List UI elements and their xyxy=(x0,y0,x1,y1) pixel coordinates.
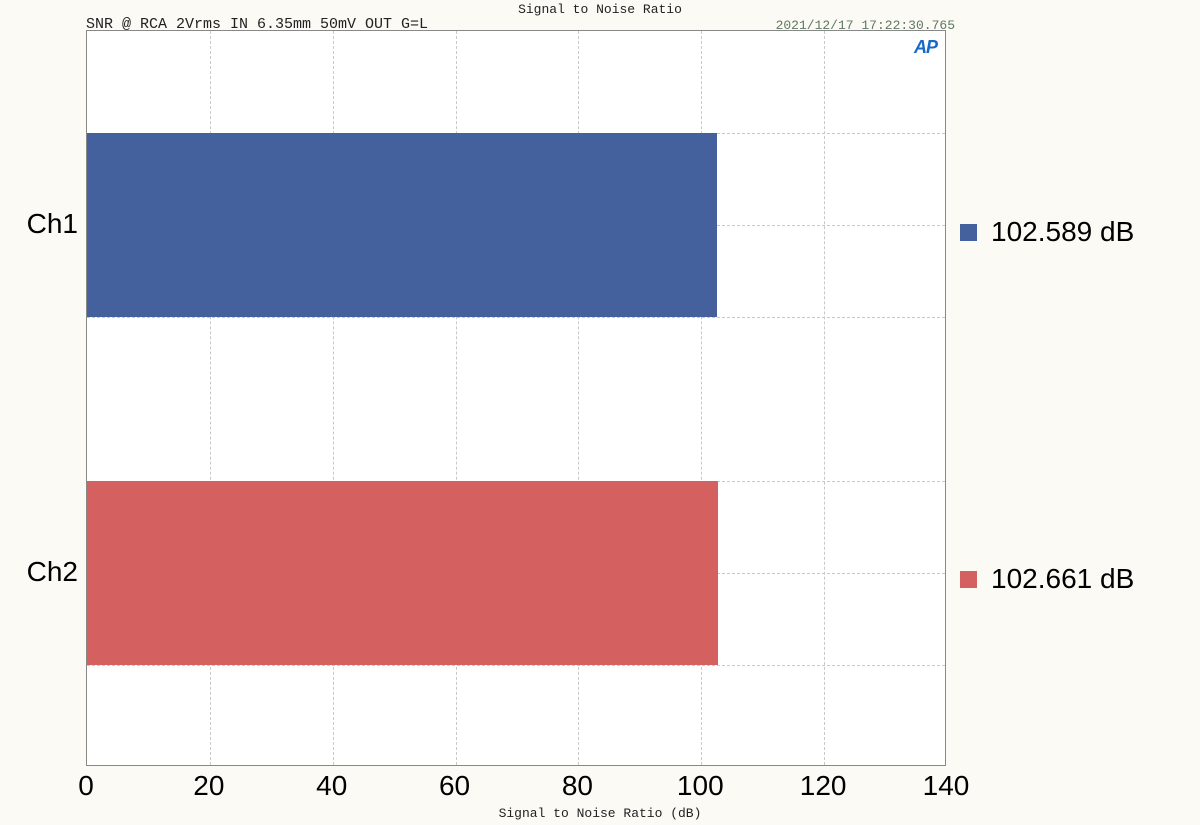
chart-frame: Signal to Noise Ratio SNR @ RCA 2Vrms IN… xyxy=(0,0,1200,825)
bar-ch1 xyxy=(87,133,717,317)
brand-logo-icon: AP xyxy=(914,37,937,58)
gridline-horizontal xyxy=(87,317,945,318)
legend-swatch-icon xyxy=(960,224,977,241)
legend-label: 102.661 dB xyxy=(991,563,1134,595)
gridline-horizontal xyxy=(87,665,945,666)
legend-item: 102.589 dB xyxy=(960,216,1134,248)
x-axis-label: Signal to Noise Ratio (dB) xyxy=(0,806,1200,821)
y-tick-label: Ch2 xyxy=(0,556,78,588)
x-tick-label: 100 xyxy=(677,770,724,802)
x-tick-label: 60 xyxy=(439,770,470,802)
legend-label: 102.589 dB xyxy=(991,216,1134,248)
x-tick-label: 140 xyxy=(923,770,970,802)
bar-ch2 xyxy=(87,481,718,665)
legend-item: 102.661 dB xyxy=(960,563,1134,595)
y-tick-label: Ch1 xyxy=(0,208,78,240)
x-tick-label: 0 xyxy=(78,770,94,802)
gridline-vertical xyxy=(824,31,825,765)
x-tick-label: 20 xyxy=(193,770,224,802)
plot-area: AP xyxy=(86,30,946,766)
x-tick-label: 80 xyxy=(562,770,593,802)
legend-swatch-icon xyxy=(960,571,977,588)
x-tick-label: 120 xyxy=(800,770,847,802)
x-tick-label: 40 xyxy=(316,770,347,802)
chart-title: Signal to Noise Ratio xyxy=(0,2,1200,17)
